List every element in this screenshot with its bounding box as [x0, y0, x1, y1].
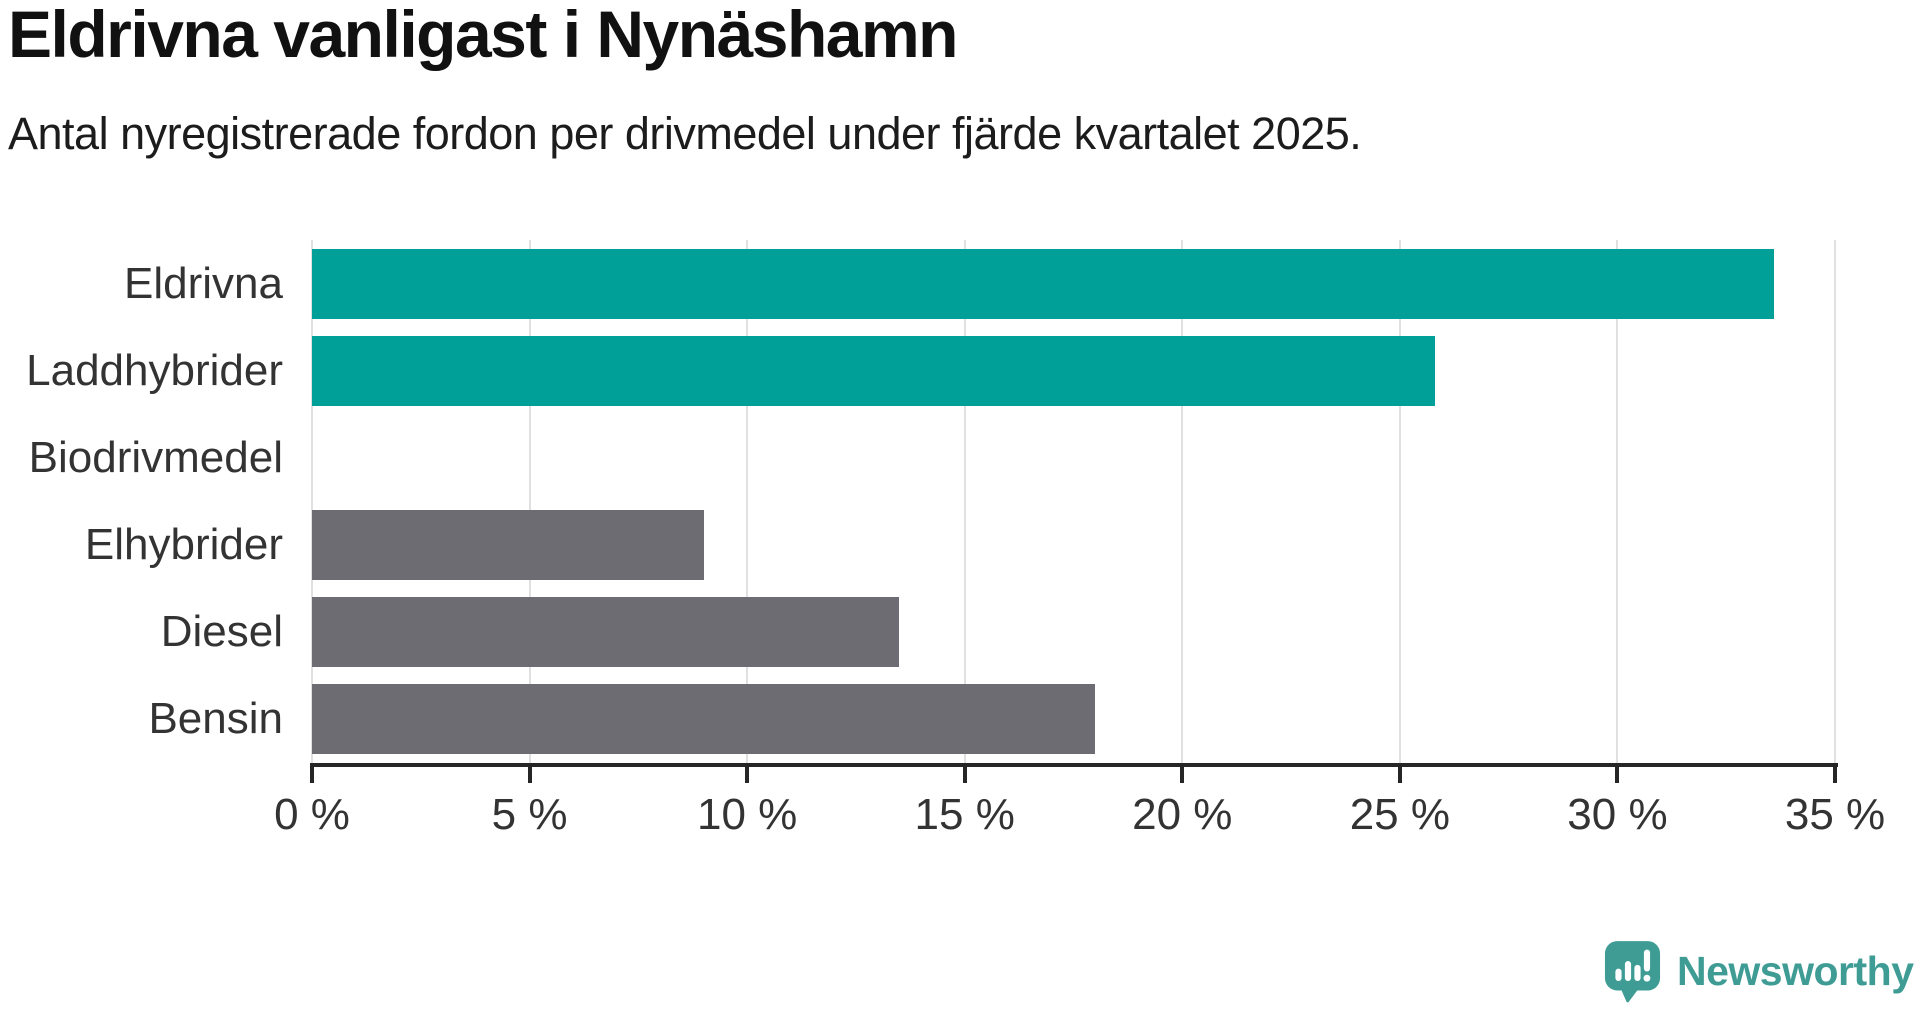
x-tick-label: 25 %: [1349, 790, 1450, 839]
x-tick-label: 20 %: [1132, 790, 1233, 839]
gridline: [1616, 240, 1619, 763]
gridline: [1834, 240, 1836, 763]
bar-bensin: [312, 684, 1096, 755]
chart-subtitle: Antal nyregistrerade fordon per drivmede…: [8, 108, 1362, 159]
category-label-bensin: Bensin: [148, 694, 283, 744]
plot-area: [311, 240, 1836, 763]
x-tick-label: 0 %: [274, 790, 350, 839]
gridline: [963, 240, 966, 763]
x-tick-label: 30 %: [1567, 790, 1668, 839]
newsworthy-bubble-chart-icon: [1604, 941, 1661, 1003]
category-label-eldrivna: Eldrivna: [124, 258, 283, 308]
category-label-diesel: Diesel: [160, 607, 283, 657]
x-tick-label: 35 %: [1784, 790, 1886, 839]
x-axis-tick: [1397, 763, 1402, 783]
x-axis-tick: [310, 763, 314, 783]
x-axis-tick: [745, 763, 750, 783]
x-tick-label: 5 %: [491, 790, 568, 839]
bar-diesel: [312, 597, 900, 668]
gridline: [1181, 240, 1184, 763]
x-axis-line: [312, 763, 1838, 767]
x-axis-tick: [1833, 763, 1837, 783]
gridline: [311, 240, 313, 763]
x-axis-tick: [962, 763, 967, 783]
x-tick-label: 15 %: [914, 790, 1015, 839]
bar-elhybrider: [312, 510, 704, 581]
bar-laddhybrider: [312, 335, 1435, 406]
x-axis-tick: [527, 763, 532, 783]
gridline: [528, 240, 531, 763]
x-axis-tick: [1615, 763, 1620, 783]
gridline: [746, 240, 749, 763]
category-label-elhybrider: Elhybrider: [84, 520, 283, 570]
newsworthy-logo[interactable]: Newsworthy: [1604, 940, 1914, 1003]
x-tick-label: 10 %: [696, 790, 798, 839]
brand-name: Newsworthy: [1677, 948, 1914, 994]
category-label-laddhybrider: Laddhybrider: [26, 345, 283, 395]
chart-title: Eldrivna vanligast i Nynäshamn: [8, 0, 959, 71]
bar-eldrivna: [312, 248, 1775, 319]
x-axis-tick: [1180, 763, 1185, 783]
category-label-biodrivmedel: Biodrivmedel: [28, 432, 283, 482]
gridline: [1398, 240, 1401, 763]
